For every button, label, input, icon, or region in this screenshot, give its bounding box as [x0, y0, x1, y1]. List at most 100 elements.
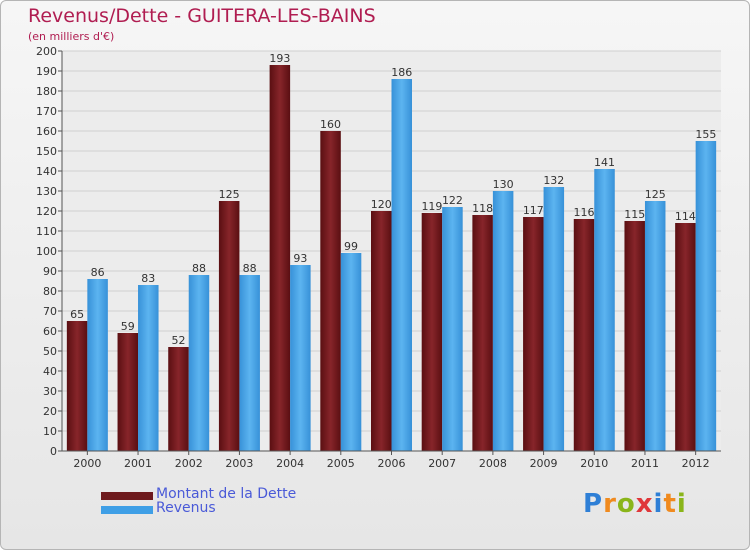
bar-debt — [320, 131, 341, 451]
logo-letter: x — [635, 489, 654, 519]
bar-debt — [421, 213, 443, 451]
y-tick-label: 80 — [43, 285, 57, 298]
x-tick-label: 2006 — [378, 457, 406, 470]
logo-letter: i — [676, 489, 687, 519]
y-tick-label: 0 — [50, 445, 57, 458]
x-tick-label: 2001 — [124, 457, 152, 470]
data-label-revenue: 88 — [243, 262, 257, 275]
logo-letter: P — [583, 489, 604, 519]
x-tick-label: 2004 — [276, 457, 304, 470]
bar-revenue — [290, 265, 311, 451]
logo-letter: r — [603, 489, 617, 519]
y-tick-label: 140 — [36, 165, 57, 178]
data-label-revenue: 130 — [493, 178, 514, 191]
bar-debt — [218, 201, 240, 451]
x-tick-label: 2002 — [175, 457, 203, 470]
y-tick-label: 110 — [36, 225, 57, 238]
x-tick-label: 2009 — [530, 457, 558, 470]
data-label-revenue: 155 — [695, 128, 716, 141]
y-tick-label: 130 — [36, 185, 57, 198]
bar-debt — [371, 211, 392, 451]
bar-revenue — [492, 191, 514, 451]
y-tick-label: 160 — [36, 125, 57, 138]
x-tick-label: 2000 — [73, 457, 101, 470]
data-label-debt: 115 — [624, 208, 645, 221]
bar-revenue — [442, 207, 463, 451]
legend-swatch-debt — [101, 492, 153, 500]
bar-revenue — [138, 285, 159, 451]
data-label-revenue: 86 — [91, 266, 105, 279]
logo-letter: i — [653, 489, 664, 519]
bar-debt — [624, 221, 645, 451]
x-tick-label: 2012 — [682, 457, 710, 470]
data-label-revenue: 99 — [344, 240, 358, 253]
x-tick-label: 2007 — [428, 457, 456, 470]
y-tick-label: 170 — [36, 105, 57, 118]
x-tick-label: 2008 — [479, 457, 507, 470]
data-label-debt: 118 — [472, 202, 493, 215]
data-label-debt: 125 — [219, 188, 240, 201]
bar-debt — [472, 215, 493, 451]
data-label-debt: 160 — [320, 118, 341, 131]
bar-debt — [117, 333, 139, 451]
x-tick-label: 2003 — [225, 457, 253, 470]
data-label-debt: 117 — [523, 204, 544, 217]
data-label-debt: 120 — [371, 198, 392, 211]
data-label-debt: 65 — [70, 308, 84, 321]
bar-revenue — [644, 201, 666, 451]
y-tick-label: 40 — [43, 365, 57, 378]
bar-debt — [573, 219, 595, 451]
bar-revenue — [695, 141, 717, 451]
bar-debt — [269, 65, 291, 451]
logo-letter: t — [663, 489, 677, 519]
y-tick-label: 70 — [43, 305, 57, 318]
data-label-debt: 114 — [675, 210, 696, 223]
bar-revenue — [340, 253, 362, 451]
data-label-debt: 116 — [574, 206, 595, 219]
data-label-revenue: 186 — [391, 66, 412, 79]
y-tick-label: 30 — [43, 385, 57, 398]
y-tick-label: 200 — [36, 45, 57, 58]
bar-revenue — [87, 279, 108, 451]
chart-subtitle: (en milliers d'€) — [28, 30, 115, 43]
data-label-revenue: 83 — [141, 272, 155, 285]
legend-swatch-revenue — [101, 506, 153, 514]
y-tick-label: 50 — [43, 345, 57, 358]
bar-debt — [523, 217, 544, 451]
bar-debt — [168, 347, 189, 451]
bar-revenue — [391, 79, 412, 451]
data-label-revenue: 93 — [293, 252, 307, 265]
y-tick-label: 180 — [36, 85, 57, 98]
y-tick-label: 20 — [43, 405, 57, 418]
bar-debt — [675, 223, 696, 451]
data-label-revenue: 125 — [645, 188, 666, 201]
bar-revenue — [188, 275, 210, 451]
bar-revenue — [239, 275, 260, 451]
data-label-revenue: 88 — [192, 262, 206, 275]
y-tick-label: 190 — [36, 65, 57, 78]
y-tick-label: 100 — [36, 245, 57, 258]
legend-label-revenue: Revenus — [156, 500, 216, 516]
bar-debt — [66, 321, 88, 451]
data-label-debt: 52 — [171, 334, 185, 347]
y-tick-label: 150 — [36, 145, 57, 158]
data-label-revenue: 141 — [594, 156, 615, 169]
y-tick-label: 90 — [43, 265, 57, 278]
legend-label-debt: Montant de la Dette — [156, 486, 297, 502]
proxiti-logo: Proxiti — [583, 489, 687, 519]
data-label-revenue: 132 — [543, 174, 564, 187]
chart-title: Revenus/Dette - GUITERA-LES-BAINS — [28, 5, 376, 27]
data-label-revenue: 122 — [442, 194, 463, 207]
y-tick-label: 10 — [43, 425, 57, 438]
x-tick-label: 2010 — [580, 457, 608, 470]
data-label-debt: 193 — [269, 52, 290, 65]
logo-letter: o — [616, 489, 636, 519]
x-tick-label: 2005 — [327, 457, 355, 470]
y-tick-label: 120 — [36, 205, 57, 218]
y-tick-label: 60 — [43, 325, 57, 338]
bar-revenue — [543, 187, 565, 451]
data-label-debt: 59 — [121, 320, 135, 333]
x-tick-label: 2011 — [631, 457, 659, 470]
